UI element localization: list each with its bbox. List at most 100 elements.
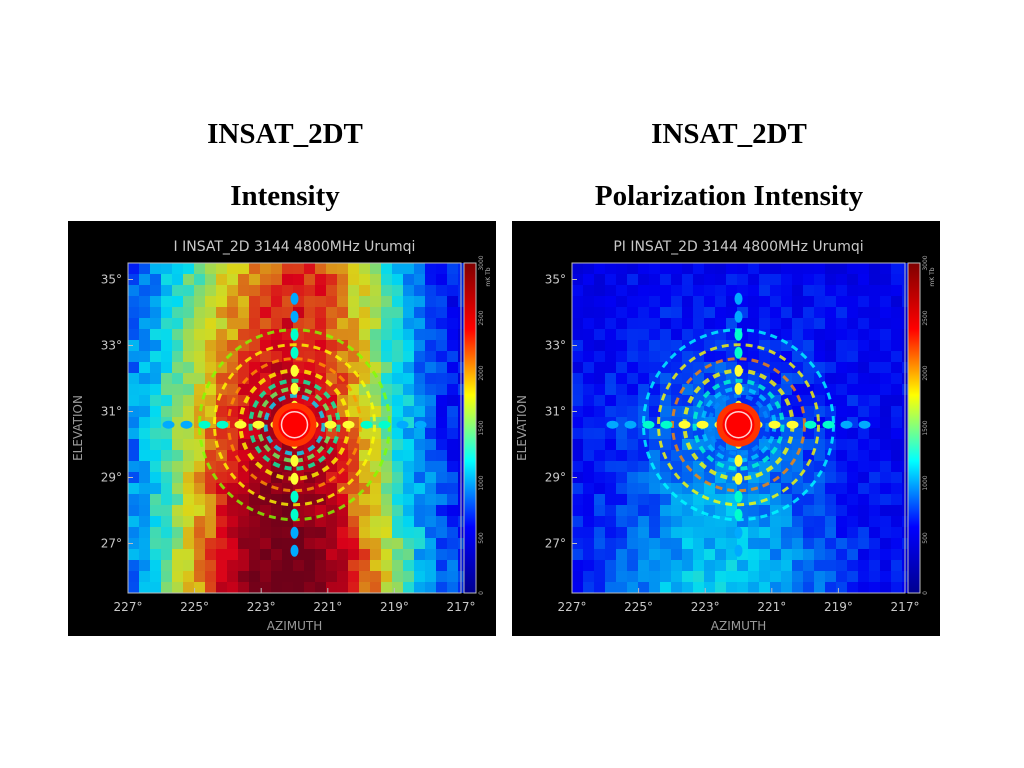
field-cell	[150, 406, 161, 417]
field-cell	[172, 285, 183, 296]
field-cell	[337, 428, 348, 439]
field-cell	[315, 351, 326, 362]
colorbar-unit: mK Tb	[929, 267, 936, 286]
field-cell	[359, 373, 370, 384]
field-cell	[759, 362, 770, 373]
field-cell	[649, 549, 660, 560]
field-cell	[583, 571, 594, 582]
field-cell	[392, 362, 403, 373]
field-cell	[682, 571, 693, 582]
field-cell	[704, 560, 715, 571]
field-cell	[381, 450, 392, 461]
field-cell	[737, 318, 748, 329]
field-cell	[227, 571, 238, 582]
field-cell	[715, 318, 726, 329]
field-cell	[803, 351, 814, 362]
field-cell	[315, 527, 326, 538]
field-cell	[381, 494, 392, 505]
field-cell	[194, 538, 205, 549]
field-cell	[748, 351, 759, 362]
field-cell	[704, 505, 715, 516]
field-cell	[825, 329, 836, 340]
field-cell	[414, 428, 425, 439]
field-cell	[183, 329, 194, 340]
field-cell	[726, 527, 737, 538]
field-cell	[858, 318, 869, 329]
field-cell	[249, 582, 260, 593]
field-cell	[770, 395, 781, 406]
field-cell	[425, 318, 436, 329]
field-cell	[682, 538, 693, 549]
field-cell	[161, 483, 172, 494]
field-cell	[847, 395, 858, 406]
field-cell	[605, 439, 616, 450]
field-cell	[128, 439, 139, 450]
field-cell	[825, 450, 836, 461]
field-cell	[370, 461, 381, 472]
field-cell	[381, 483, 392, 494]
field-cell	[627, 406, 638, 417]
field-cell	[293, 362, 304, 373]
field-cell	[337, 516, 348, 527]
field-cell	[836, 582, 847, 593]
field-cell	[183, 384, 194, 395]
field-cell	[304, 439, 315, 450]
field-cell	[381, 362, 392, 373]
field-cell	[128, 351, 139, 362]
field-cell	[803, 516, 814, 527]
field-cell	[770, 362, 781, 373]
field-cell	[649, 527, 660, 538]
field-cell	[249, 560, 260, 571]
field-cell	[194, 274, 205, 285]
colorbar-tick-label: 500	[478, 532, 485, 544]
left-heading-source: INSAT_2DT	[207, 118, 363, 150]
field-cell	[337, 560, 348, 571]
field-cell	[326, 472, 337, 483]
field-cell	[781, 516, 792, 527]
field-cell	[392, 439, 403, 450]
field-cell	[128, 472, 139, 483]
field-cell	[183, 450, 194, 461]
field-cell	[638, 560, 649, 571]
field-cell	[392, 274, 403, 285]
field-cell	[880, 406, 891, 417]
field-cell	[359, 527, 370, 538]
field-cell	[693, 395, 704, 406]
field-cell	[403, 384, 414, 395]
field-cell	[238, 560, 249, 571]
field-cell	[370, 472, 381, 483]
field-cell	[572, 340, 583, 351]
field-cell	[282, 340, 293, 351]
field-cell	[649, 428, 660, 439]
field-cell	[638, 549, 649, 560]
field-cell	[128, 274, 139, 285]
field-cell	[282, 318, 293, 329]
field-cell	[825, 384, 836, 395]
field-cell	[869, 384, 880, 395]
field-cell	[814, 472, 825, 483]
field-cell	[792, 516, 803, 527]
field-cell	[836, 340, 847, 351]
field-cell	[759, 318, 770, 329]
field-cell	[293, 373, 304, 384]
field-cell	[737, 340, 748, 351]
field-cell	[150, 516, 161, 527]
field-cell	[183, 351, 194, 362]
field-cell	[436, 285, 447, 296]
field-cell	[671, 384, 682, 395]
field-cell	[326, 461, 337, 472]
field-cell	[594, 318, 605, 329]
field-cell	[869, 428, 880, 439]
field-cell	[869, 505, 880, 516]
field-cell	[781, 560, 792, 571]
field-cell	[869, 516, 880, 527]
field-cell	[803, 373, 814, 384]
field-cell	[891, 384, 902, 395]
field-cell	[150, 318, 161, 329]
field-cell	[726, 450, 737, 461]
field-cell	[139, 472, 150, 483]
field-cell	[403, 560, 414, 571]
sidelobe-ring	[692, 378, 785, 471]
field-cell	[737, 494, 748, 505]
field-cell	[836, 406, 847, 417]
